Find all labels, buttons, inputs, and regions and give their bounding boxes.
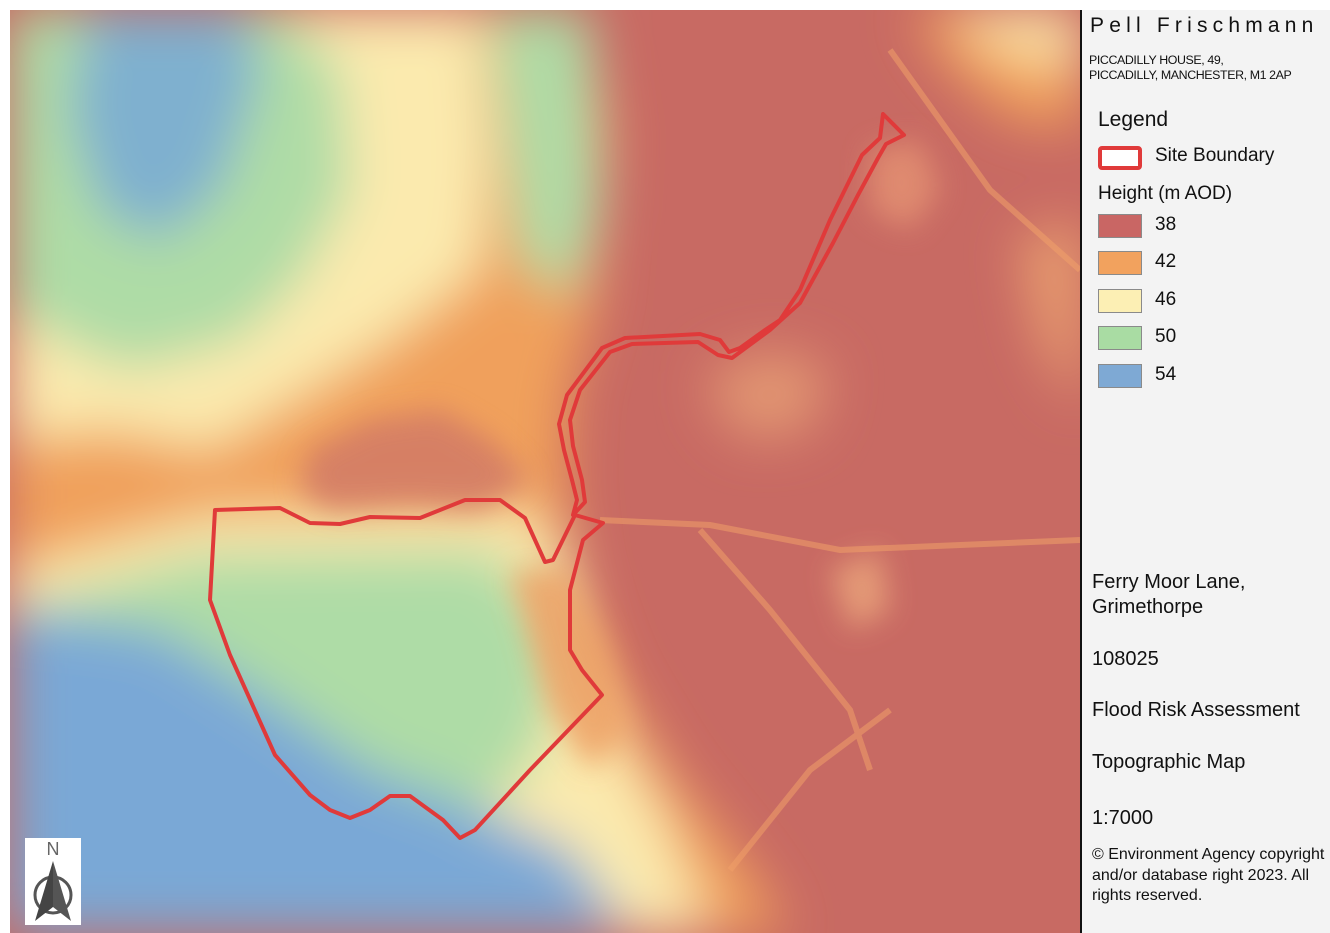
site-name-line-2: Grimethorpe [1092,596,1204,618]
legend-label: 54 [1155,364,1177,385]
height-swatch [1098,364,1142,388]
height-legend-title: Height (m AOD) [1098,183,1233,204]
map-scale: 1:7000 [1092,807,1154,829]
height-swatch [1098,289,1142,313]
project-number: 108025 [1092,648,1159,670]
north-arrow-icon: N [25,838,81,925]
company-name: Pell Frischmann [1090,14,1319,37]
map-title: Topographic Map [1092,751,1246,773]
height-swatch [1098,251,1142,275]
legend-label: 42 [1155,251,1177,272]
height-raster [10,10,1080,933]
site-boundary-swatch [1098,146,1142,170]
legend-label: 46 [1155,289,1177,310]
legend-title: Legend [1098,108,1169,131]
site-name-line-1: Ferry Moor Lane, [1092,571,1246,593]
site-boundary [208,112,906,840]
report-title: Flood Risk Assessment [1092,699,1300,721]
legend-label: Site Boundary [1155,145,1275,166]
address-line-1: PICCADILLY HOUSE, 49, [1089,53,1224,67]
height-swatch [1098,214,1142,238]
height-band-54 [70,10,260,240]
legend-label: 50 [1155,326,1177,347]
map-legend-panel: Pell Frischmann PICCADILLY HOUSE, 49, PI… [1082,10,1330,933]
copyright-notice: © Environment Agency copyright and/or da… [1092,846,1325,904]
north-label: N [47,839,60,859]
topographic-map[interactable] [10,10,1080,933]
legend-label: 38 [1155,214,1177,235]
address-line-2: PICCADILLY, MANCHESTER, M1 2AP [1089,68,1292,82]
panel-divider [1080,10,1082,933]
height-swatch [1098,326,1142,350]
